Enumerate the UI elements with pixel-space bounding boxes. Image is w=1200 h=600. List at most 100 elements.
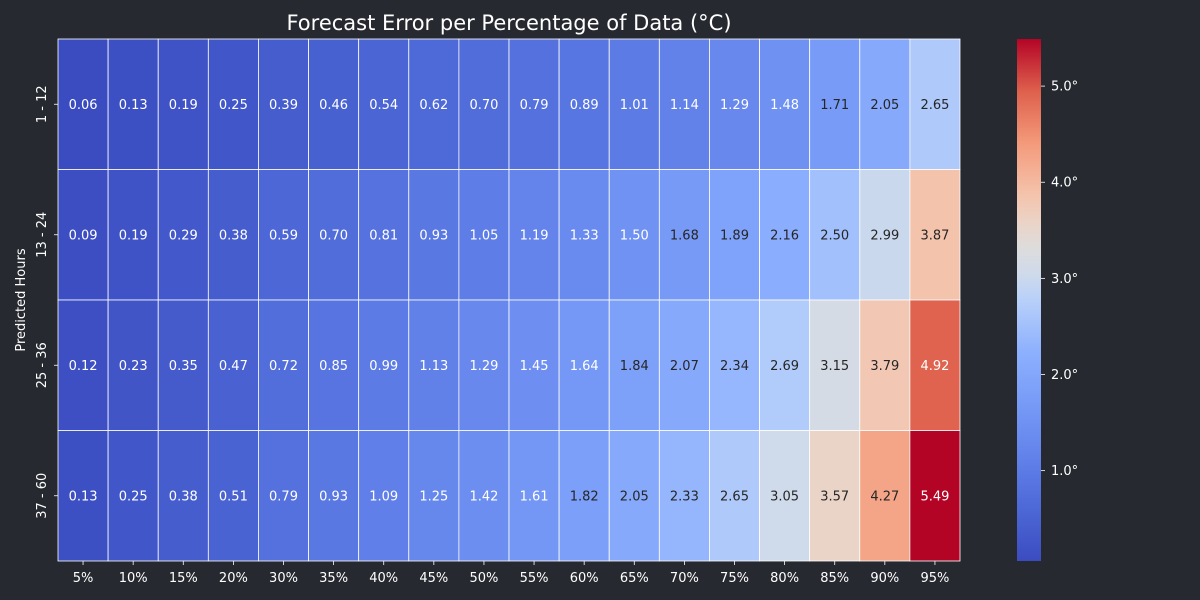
cell-value-label: 0.81	[369, 228, 398, 243]
heatmap-cell	[458, 169, 510, 301]
cell-value-label: 0.29	[169, 228, 198, 243]
cell-value-label: 0.39	[269, 98, 298, 113]
cell-value-label: 0.38	[219, 228, 248, 243]
heatmap-cell	[558, 299, 610, 431]
heatmap-cell	[207, 299, 259, 431]
cell-value-label: 0.06	[69, 98, 98, 113]
x-tick-label: 30%	[269, 571, 298, 586]
heatmap-cell	[57, 299, 109, 431]
cell-value-label: 1.19	[520, 228, 549, 243]
cell-value-label: 2.05	[870, 98, 899, 113]
heatmap-cell	[508, 299, 560, 431]
heatmap-cell	[658, 430, 710, 562]
heatmap-cell	[308, 299, 360, 431]
heatmap-cell	[709, 299, 760, 431]
x-tick-label: 35%	[319, 571, 348, 586]
x-tick-label: 75%	[720, 571, 749, 586]
cell-value-label: 2.65	[920, 98, 949, 113]
heatmap-cell	[909, 430, 961, 562]
heatmap-cell	[157, 430, 209, 562]
colorbar-tick-label: 5.0°	[1051, 80, 1078, 95]
cell-value-label: 2.65	[720, 489, 749, 504]
heatmap-cell	[608, 430, 660, 562]
heatmap-cell	[308, 38, 360, 170]
cell-value-label: 2.50	[820, 228, 849, 243]
y-tick-label: 37 - 60	[35, 473, 50, 519]
cell-value-label: 0.12	[69, 359, 98, 374]
heatmap-cell	[358, 169, 410, 301]
colorbar-tick-label: 1.0°	[1051, 464, 1078, 479]
cell-value-label: 1.33	[570, 228, 599, 243]
cell-value-label: 1.48	[770, 98, 799, 113]
colorbar-ticks: 1.0° 2.0° 3.0° 4.0° 5.0°	[1041, 80, 1078, 479]
colorbar-tick-label: 3.0°	[1051, 272, 1078, 287]
heatmap-cell	[57, 169, 109, 301]
cell-value-label: 4.27	[870, 489, 899, 504]
x-tick-label: 45%	[419, 571, 448, 586]
cell-value-label: 0.54	[369, 98, 398, 113]
cell-value-label: 1.61	[520, 489, 549, 504]
y-axis-ticks: 1 - 12 13 - 24 25 - 36 37 - 60	[35, 85, 58, 519]
cell-value-label: 1.14	[670, 98, 699, 113]
heatmap-cell	[358, 299, 410, 431]
cell-value-label: 2.33	[670, 489, 699, 504]
cell-value-label: 1.89	[720, 228, 749, 243]
cell-value-label: 0.72	[269, 359, 298, 374]
heatmap-cell	[107, 299, 159, 431]
cell-value-label: 0.47	[219, 359, 248, 374]
heatmap-cell	[258, 169, 309, 301]
cell-value-label: 4.92	[920, 359, 949, 374]
cell-value-label: 0.46	[319, 98, 348, 113]
heatmap-cell	[709, 38, 760, 170]
heatmap-cell	[107, 38, 159, 170]
heatmap-cell	[558, 169, 610, 301]
y-tick-label: 13 - 24	[35, 212, 50, 258]
x-tick-label: 15%	[169, 571, 198, 586]
cell-value-label: 1.13	[419, 359, 448, 374]
cell-value-label: 0.79	[520, 98, 549, 113]
cell-value-label: 3.15	[820, 359, 849, 374]
cell-value-label: 0.79	[269, 489, 298, 504]
x-tick-label: 40%	[369, 571, 398, 586]
cell-value-label: 2.05	[620, 489, 649, 504]
heatmap-cell	[57, 430, 109, 562]
y-axis-label: Predicted Hours	[14, 248, 29, 351]
cell-value-label: 0.51	[219, 489, 248, 504]
heatmap-cell	[157, 299, 209, 431]
heatmap-cell	[909, 299, 961, 431]
cell-value-label: 1.45	[520, 359, 549, 374]
heatmap-cell	[508, 169, 560, 301]
cell-value-label: 0.13	[69, 489, 98, 504]
cell-value-label: 0.09	[69, 228, 98, 243]
cell-value-label: 5.49	[920, 489, 949, 504]
heatmap-cell	[909, 38, 961, 170]
cell-value-label: 0.70	[319, 228, 348, 243]
heatmap-cell	[207, 38, 259, 170]
cell-value-label: 1.50	[620, 228, 649, 243]
heatmap-cell	[859, 38, 911, 170]
cell-value-label: 2.34	[720, 359, 749, 374]
heatmap-cell	[207, 169, 259, 301]
heatmap-cell	[458, 299, 510, 431]
cell-value-label: 2.69	[770, 359, 799, 374]
cell-value-label: 3.57	[820, 489, 849, 504]
heatmap-cell	[909, 169, 961, 301]
heatmap-cell	[107, 169, 159, 301]
x-tick-label: 80%	[770, 571, 799, 586]
x-tick-label: 50%	[469, 571, 498, 586]
heatmap-cell	[508, 430, 560, 562]
x-tick-label: 95%	[920, 571, 949, 586]
y-tick-label: 25 - 36	[35, 342, 50, 388]
cell-value-label: 1.29	[720, 98, 749, 113]
heatmap-cells	[57, 38, 961, 562]
heatmap-cell	[658, 299, 710, 431]
cell-value-label: 3.87	[920, 228, 949, 243]
x-tick-label: 10%	[119, 571, 148, 586]
cell-value-label: 0.19	[119, 228, 148, 243]
cell-value-label: 2.07	[670, 359, 699, 374]
cell-value-label: 1.82	[570, 489, 599, 504]
cell-value-label: 1.68	[670, 228, 699, 243]
cell-value-label: 1.71	[820, 98, 849, 113]
x-tick-label: 55%	[520, 571, 549, 586]
cell-value-label: 0.38	[169, 489, 198, 504]
